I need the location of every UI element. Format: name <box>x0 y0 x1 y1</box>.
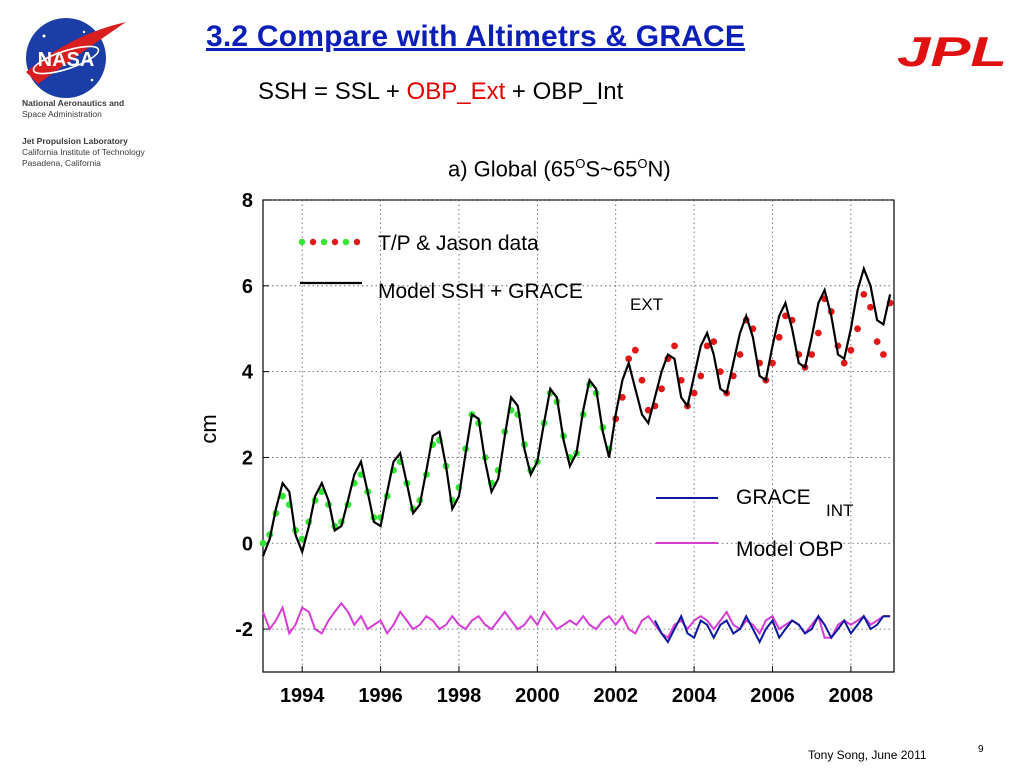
tp-jason-point <box>697 372 705 380</box>
legend-swatch-tp-jason <box>298 238 306 246</box>
x-tick-label: 2004 <box>672 685 717 707</box>
legend-swatch-tp-jason <box>309 238 317 246</box>
legend-label-model-ssh: Model SSH + GRACE <box>378 280 583 303</box>
y-tick-label: 8 <box>242 190 253 212</box>
nasa-logo-text: NASA <box>38 49 95 71</box>
tp-jason-point <box>710 338 718 345</box>
tp-jason-point <box>814 329 822 337</box>
tp-jason-point <box>840 359 848 367</box>
tp-jason-point <box>638 376 646 384</box>
slide-title: 3.2 Compare with Altimetrs & GRACE <box>206 20 746 53</box>
x-tick-label: 2000 <box>515 685 560 707</box>
agency-line-4: California Institute of Technology <box>22 147 145 157</box>
y-tick-label: 6 <box>242 276 253 298</box>
chart-title-degree-2: O <box>637 156 648 171</box>
tp-jason-point <box>298 535 306 543</box>
tp-jason-point <box>671 342 678 350</box>
legend-sub-int: INT <box>826 501 853 520</box>
legend-label-tp-jason: T/P & Jason data <box>378 232 539 255</box>
legend-swatch-tp-jason <box>320 238 328 246</box>
grace-int-line <box>654 613 891 645</box>
nasa-logo: NASA <box>26 18 126 98</box>
chart-title-degree-1: O <box>575 156 586 171</box>
chart-title-main: a) Global (65 <box>448 156 576 182</box>
tp-jason-point <box>736 351 744 358</box>
x-tick-label: 1994 <box>280 685 325 707</box>
agency-line-2: Space Administration <box>22 109 102 119</box>
tp-jason-point <box>279 492 286 500</box>
y-tick-label: -2 <box>235 619 253 641</box>
agency-line-5: Pasadena, California <box>22 158 101 168</box>
jpl-logo-text: JPL <box>897 32 1007 72</box>
tp-jason-point <box>847 346 855 354</box>
agency-line-1: National Aeronautics and <box>22 98 125 108</box>
y-axis-label: cm <box>196 414 221 443</box>
x-tick-label: 1996 <box>358 685 403 707</box>
tp-jason-point <box>860 291 868 298</box>
tp-jason-point <box>716 368 724 376</box>
tp-jason-point <box>880 351 887 358</box>
y-tick-label: 0 <box>242 533 253 555</box>
footer-author-date: Tony Song, June 2011 <box>808 748 927 762</box>
tp-jason-point <box>854 325 861 333</box>
tp-jason-point <box>658 385 665 393</box>
x-tick-label: 2002 <box>593 685 638 707</box>
equation-part-3: + OBP_Int <box>505 78 624 105</box>
tp-jason-point <box>644 406 652 414</box>
legend-swatch-tp-jason <box>342 238 350 246</box>
equation-part-1: SSH = SSL + <box>258 78 407 105</box>
tp-jason-point <box>867 303 874 311</box>
legend-swatch-tp-jason <box>331 238 339 246</box>
equation-part-2: OBP_Ext <box>406 78 506 105</box>
legend-sub-ext: EXT <box>630 295 663 314</box>
jpl-logo: JPL <box>897 32 1007 72</box>
sea-level-chart: -2 0 2 4 6 8 1994 1996 1998 2000 2002 2004 2006 2008 c… <box>196 190 895 707</box>
agency-line-3: Jet Propulsion Laboratory <box>22 136 128 146</box>
legend-layer: T/P & Jason data Model SSH + GRACE EXT GRAC… <box>298 232 853 561</box>
y-tick-label: 4 <box>242 362 254 384</box>
tp-jason-point <box>703 342 711 350</box>
tp-jason-point <box>775 333 783 341</box>
x-tick-label: 2006 <box>750 685 795 707</box>
x-tick-label: 1998 <box>437 685 482 707</box>
equation: SSH = SSL + OBP_Ext + OBP_Int <box>258 78 623 106</box>
page-number: 9 <box>978 744 984 755</box>
tp-jason-point <box>631 346 639 354</box>
tp-jason-point <box>782 312 789 320</box>
tp-jason-point <box>769 359 776 367</box>
tp-jason-point <box>259 539 267 547</box>
tp-jason-point <box>690 389 698 397</box>
model-ssh-grace-ext-line <box>261 265 892 557</box>
axis-layer: -2 0 2 4 6 8 1994 1996 1998 2000 2002 2004 2006 2008 c… <box>196 190 873 707</box>
series-layer <box>259 265 894 645</box>
chart-title-end: N) <box>647 156 671 182</box>
y-tick-label: 2 <box>242 447 253 469</box>
x-tick-label: 2008 <box>829 685 874 707</box>
legend-swatch-tp-jason <box>353 238 361 246</box>
model-obp-line <box>262 601 891 640</box>
tp-jason-point <box>808 351 816 358</box>
tp-jason-point <box>873 338 881 345</box>
legend-label-grace-int: GRACE <box>736 486 811 509</box>
chart-title: a) Global (65OS~65ON) <box>448 156 671 182</box>
chart-title-mid: S~65 <box>585 156 638 182</box>
tp-jason-point <box>618 393 626 401</box>
tp-jason-point <box>625 355 633 363</box>
legend-label-model-obp: Model OBP <box>736 538 843 561</box>
